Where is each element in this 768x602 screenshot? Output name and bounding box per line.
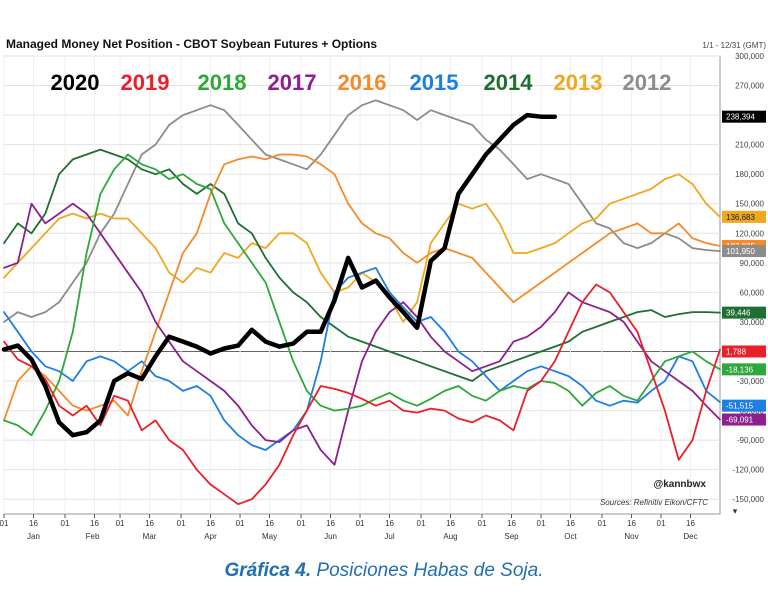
x-tick-label: 16 [90, 519, 99, 528]
x-tick-label: 01 [478, 519, 487, 528]
y-tick-label: 180,000 [735, 170, 764, 179]
month-label: Sep [504, 532, 519, 541]
y-tick-label: -120,000 [732, 466, 764, 475]
scroll-down-arrow: ▾ [733, 507, 738, 517]
source-note: Sources: Refinitiv Eikon/CFTC [600, 498, 708, 507]
x-tick-label: 01 [537, 519, 546, 528]
end-label-bg-2014 [722, 306, 766, 319]
y-tick-label: 30,000 [740, 318, 765, 327]
x-tick-label: 01 [417, 519, 426, 528]
legend-entry-2016: 2016 [338, 70, 387, 95]
end-label-2020: 238,394 [726, 113, 755, 122]
month-label: Jun [324, 532, 337, 541]
end-label-2019: 1,788 [726, 347, 747, 356]
legend: 2020 2019 2018 2017 2016 2015 2014 2013 2012 [51, 70, 672, 95]
series-line-2018 [3, 153, 721, 437]
x-tick-label: 01 [177, 519, 186, 528]
caption-prefix: Gráfica 4. [224, 560, 312, 581]
x-tick-label: 01 [598, 519, 607, 528]
series-line-2015 [3, 266, 721, 451]
month-label: Mar [143, 532, 157, 541]
x-tick-label: 01 [297, 519, 306, 528]
legend-entry-2019: 2019 [121, 70, 170, 95]
month-label: Dec [683, 532, 697, 541]
x-tick-label: 01 [236, 519, 245, 528]
x-tick-label: 16 [29, 519, 38, 528]
grid-layer [3, 55, 720, 514]
x-tick-label: 16 [265, 519, 274, 528]
month-label: Nov [624, 532, 638, 541]
end-label-2013: 136,683 [726, 213, 755, 222]
chart-title: Managed Money Net Position - CBOT Soybea… [6, 37, 377, 51]
month-label: Apr [204, 532, 217, 541]
legend-entry-2020: 2020 [51, 70, 100, 95]
y-tick-label: 120,000 [735, 229, 764, 238]
end-label-bg-2020 [722, 110, 766, 123]
y-tick-label: 300,000 [735, 52, 764, 61]
end-label-2015: -51,515 [726, 402, 754, 411]
y-tick-label: -90,000 [737, 436, 765, 445]
end-label-bg-2013 [722, 210, 766, 223]
x-tick-label: 16 [206, 519, 215, 528]
month-label: Jan [27, 532, 40, 541]
x-tick-label: 01 [61, 519, 70, 528]
x-tick-label: 16 [566, 519, 575, 528]
x-tick-label: 16 [507, 519, 516, 528]
y-tick-label: -30,000 [737, 377, 765, 386]
legend-entry-2014: 2014 [484, 70, 534, 95]
series-line-2014 [3, 148, 721, 382]
x-tick-label: 16 [446, 519, 455, 528]
x-tick-label: 01 [356, 519, 365, 528]
month-label: May [262, 532, 277, 541]
x-axis: 01 16 01 16 01 16 01 16 01 16 01 16 01 16 01 16 01 16 01 16… [0, 514, 698, 541]
end-label-2014: 39,446 [726, 309, 751, 318]
x-tick-label: 16 [326, 519, 335, 528]
x-tick-label: 16 [385, 519, 394, 528]
y-tick-label: 270,000 [735, 82, 764, 91]
y-tick-label: -150,000 [732, 495, 764, 504]
legend-entry-2013: 2013 [554, 70, 603, 95]
month-label: Jul [384, 532, 394, 541]
y-tick-label: 90,000 [740, 259, 765, 268]
y-tick-label: 150,000 [735, 200, 764, 209]
y-tick-label: 60,000 [740, 288, 765, 297]
series-layer [1, 99, 721, 506]
figure-caption: Gráfica 4. Posiciones Habas de Soja. [0, 560, 768, 582]
end-labels: 238,394136,683107,075101,95039,4461,788-… [722, 110, 766, 426]
series-line-2012 [3, 99, 721, 323]
x-tick-label: 01 [116, 519, 125, 528]
series-line-2017 [3, 202, 721, 466]
legend-entry-2018: 2018 [198, 70, 247, 95]
series-line-2019 [3, 283, 721, 506]
end-label-2012: 101,950 [726, 247, 755, 256]
x-tick-label: 16 [145, 519, 154, 528]
legend-entry-2015: 2015 [410, 70, 459, 95]
caption-text: Posiciones Habas de Soja. [316, 560, 544, 581]
x-tick-label: 01 [0, 519, 9, 528]
legend-entry-2012: 2012 [623, 70, 672, 95]
x-tick-label: 16 [627, 519, 636, 528]
end-label-2018: -18,136 [726, 365, 754, 374]
series-line-2020 [1, 112, 558, 438]
x-tick-label: 16 [686, 519, 695, 528]
month-label: Aug [443, 532, 457, 541]
legend-entry-2017: 2017 [268, 70, 317, 95]
end-label-bg-2015 [722, 399, 766, 412]
month-label: Oct [564, 532, 577, 541]
end-label-bg-2019 [722, 345, 766, 358]
chart-date-range: 1/1 - 12/31 (GMT) [702, 41, 766, 50]
end-label-2017: -69,091 [726, 416, 754, 425]
month-label: Feb [86, 532, 100, 541]
end-label-bg-2018 [722, 363, 766, 376]
y-tick-label: 210,000 [735, 141, 764, 150]
watermark-text: @kannbwx [653, 479, 706, 490]
series-line-2016 [3, 153, 721, 422]
line-chart: Managed Money Net Position - CBOT Soybea… [0, 37, 767, 541]
end-label-bg-2012 [722, 245, 766, 258]
x-tick-label: 01 [657, 519, 666, 528]
end-label-bg-2017 [722, 413, 766, 426]
